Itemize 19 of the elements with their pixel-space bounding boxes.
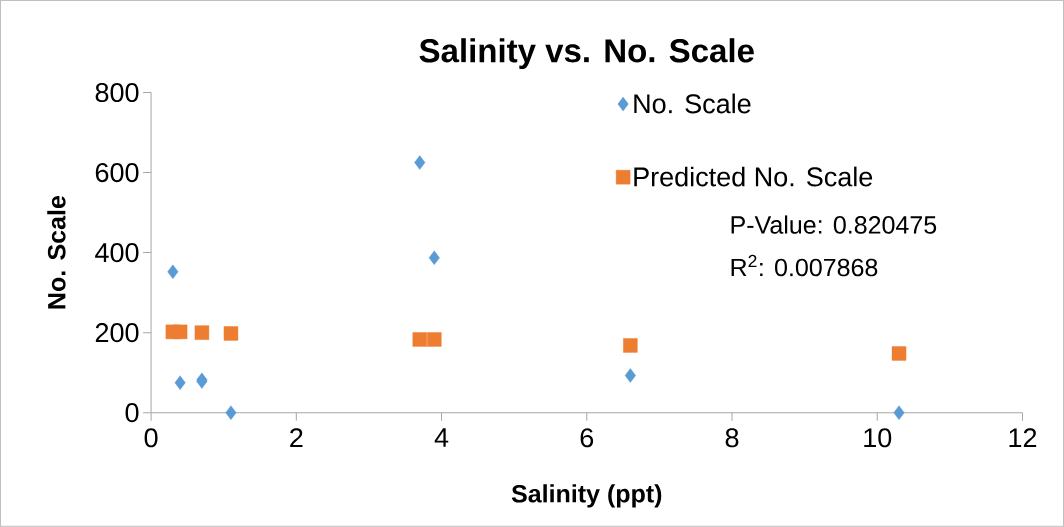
x-tick-label: 12 (1009, 428, 1037, 448)
x-tick-label: 0 (144, 428, 158, 448)
y-tick-label: 200 (95, 323, 139, 343)
y-tick-label: 800 (95, 83, 139, 103)
legend-label: Predicted No. Scale (634, 166, 873, 187)
x-tick-label: 10 (864, 428, 892, 448)
chart-title: Salinity vs. No. Scale (419, 38, 754, 70)
x-tick-label: 4 (434, 428, 449, 447)
x-tick-label: 6 (580, 428, 594, 448)
x-axis-title: Salinity (ppt) (511, 484, 662, 508)
annotation: R$^{2}$: 0.007868 (731, 254, 878, 277)
y-tick-label: 400 (95, 243, 139, 263)
y-tick-label: 0 (125, 403, 139, 423)
y-tick-label: 600 (95, 163, 139, 183)
x-tick-label: 2 (290, 428, 303, 448)
y-axis-title: No. Scale (47, 196, 66, 309)
x-tick-label: 8 (725, 428, 739, 448)
legend-label: No. Scale (634, 93, 751, 114)
annotation: P-Value: 0.820475 (731, 215, 937, 234)
